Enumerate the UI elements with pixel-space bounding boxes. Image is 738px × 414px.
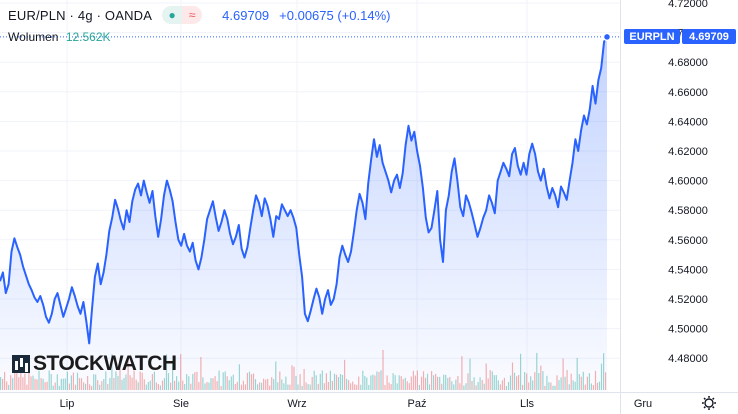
logo-text: STOCKWATCH bbox=[33, 352, 177, 375]
y-tick-label: 4.66000 bbox=[668, 87, 708, 99]
y-tick-label: 4.52000 bbox=[668, 294, 708, 306]
last-price-marker bbox=[602, 32, 612, 42]
y-tick-label: 4.62000 bbox=[668, 146, 708, 158]
x-tick-label: Wrz bbox=[287, 398, 306, 410]
x-tick-label: Gru bbox=[634, 398, 652, 410]
buy-icon[interactable]: ● bbox=[162, 6, 183, 24]
symbol-label: EUR/PLN · 4g · OANDA bbox=[8, 7, 153, 23]
y-tick-label: 4.50000 bbox=[668, 324, 708, 336]
y-tick-label: 4.68000 bbox=[668, 57, 708, 69]
symbol-tag: EURPLN bbox=[624, 29, 680, 44]
y-tick-label: 4.72000 bbox=[668, 0, 708, 10]
price-area bbox=[0, 37, 607, 392]
price-change: +0.00675 (+0.14%) bbox=[279, 7, 391, 23]
price-tag: 4.69709 bbox=[682, 29, 736, 44]
gear-icon[interactable] bbox=[702, 396, 716, 410]
x-tick-label: Paź bbox=[408, 398, 427, 410]
x-tick-label: Lip bbox=[60, 398, 75, 410]
x-tick-label: Sie bbox=[173, 398, 189, 410]
y-tick-label: 4.64000 bbox=[668, 116, 708, 128]
y-tick-label: 4.48000 bbox=[668, 353, 708, 365]
buy-sell-buttons[interactable]: ● ≈ bbox=[162, 6, 203, 24]
y-tick-label: 4.56000 bbox=[668, 235, 708, 247]
last-price: 4.69709 bbox=[222, 7, 270, 23]
volume-value: 12.562K bbox=[65, 30, 111, 44]
sell-icon[interactable]: ≈ bbox=[182, 6, 203, 24]
y-tick-label: 4.54000 bbox=[668, 264, 708, 276]
x-tick-label: Lls bbox=[520, 398, 535, 410]
y-tick-label: 4.60000 bbox=[668, 176, 708, 188]
price-line bbox=[0, 36, 608, 345]
volume-legend: Wolumen 12.562K bbox=[8, 30, 111, 44]
logo-mark-icon bbox=[12, 355, 30, 373]
legend: EUR/PLN · 4g · OANDA ● ≈ 4.69709 +0.0067… bbox=[8, 6, 390, 24]
stockwatch-logo: STOCKWATCH bbox=[12, 352, 177, 376]
volume-label: Wolumen bbox=[8, 30, 59, 44]
y-tick-label: 4.58000 bbox=[668, 205, 708, 217]
